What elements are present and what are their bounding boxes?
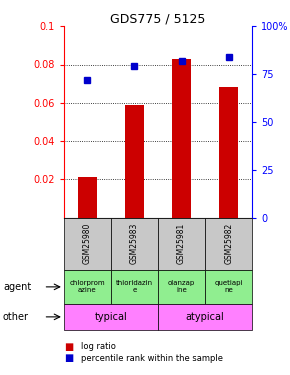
Bar — [64, 304, 158, 330]
Text: ■: ■ — [64, 353, 73, 363]
Bar — [158, 217, 205, 270]
Text: chlorprom
azine: chlorprom azine — [70, 280, 105, 293]
Text: GSM25983: GSM25983 — [130, 223, 139, 264]
Text: ■: ■ — [64, 342, 73, 352]
Text: other: other — [3, 312, 29, 322]
Bar — [64, 270, 111, 304]
Bar — [205, 270, 252, 304]
Text: percentile rank within the sample: percentile rank within the sample — [81, 354, 223, 363]
Text: quetiapi
ne: quetiapi ne — [215, 280, 243, 293]
Text: GSM25982: GSM25982 — [224, 223, 233, 264]
Text: typical: typical — [95, 312, 127, 322]
Text: agent: agent — [3, 282, 31, 292]
Bar — [158, 304, 252, 330]
Text: thioridazin
e: thioridazin e — [116, 280, 153, 293]
Text: atypical: atypical — [186, 312, 224, 322]
Text: GSM25980: GSM25980 — [83, 223, 92, 264]
Text: GSM25981: GSM25981 — [177, 223, 186, 264]
Bar — [78, 177, 97, 218]
Bar — [158, 270, 205, 304]
Text: olanzap
ine: olanzap ine — [168, 280, 195, 293]
Bar — [111, 217, 158, 270]
Bar — [64, 217, 111, 270]
Bar — [111, 270, 158, 304]
Title: GDS775 / 5125: GDS775 / 5125 — [110, 12, 206, 25]
Bar — [205, 217, 252, 270]
Text: log ratio: log ratio — [81, 342, 116, 351]
Bar — [125, 105, 144, 218]
Bar — [172, 59, 191, 217]
Bar — [219, 87, 238, 218]
